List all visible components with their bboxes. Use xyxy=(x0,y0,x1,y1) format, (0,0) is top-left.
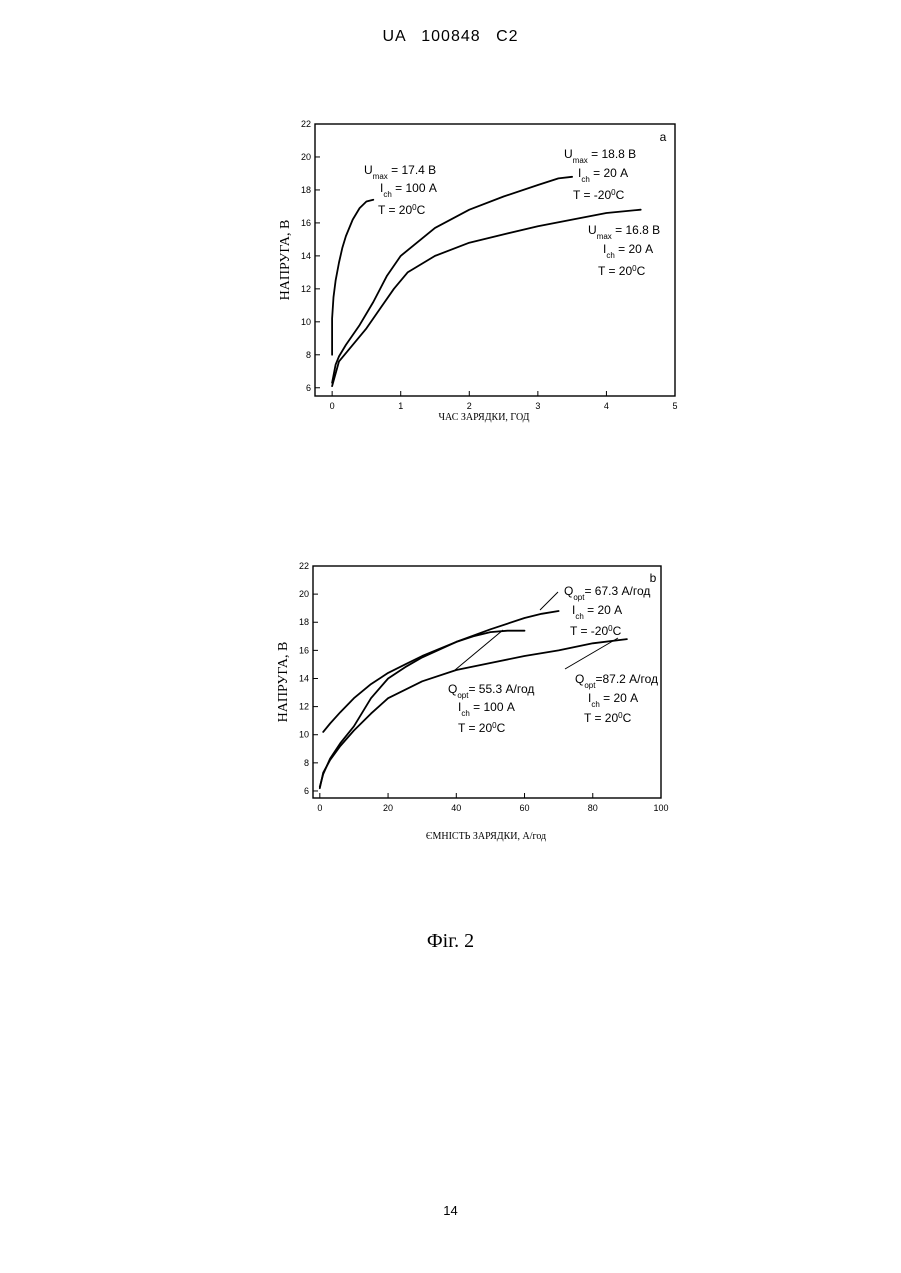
y-tick-label-1-1: 8 xyxy=(304,758,309,768)
y-axis-label-b: НАПРУГА, В xyxy=(276,642,291,723)
series-line-a2 xyxy=(332,177,572,383)
annotation-a1: Umax = 17.4 В Ich = 100 А T = 200C xyxy=(364,163,440,217)
y-tick-label-0-3: 12 xyxy=(301,284,311,294)
chart-b: 6 8 10 12 14 16 18 20 22 0 20 40 60 80 100 НАПРУГА, В… xyxy=(0,552,901,872)
y-tick-label-1-3: 12 xyxy=(299,702,309,712)
x-tick-label-0-3: 3 xyxy=(535,401,540,411)
y-tick-label-1-4: 14 xyxy=(299,673,309,683)
figure-caption: Фіг. 2 xyxy=(0,930,901,953)
x-tick-label-1-3: 60 xyxy=(520,803,530,813)
annotation-b1: Qopt= 67.3 А/год Ich = 20 А T = -200C xyxy=(564,584,654,638)
panel-letter-b: b xyxy=(650,571,657,585)
annotation-b3: Qopt=87.2 А/год Ich = 20 А T = 200C xyxy=(575,672,661,725)
page-number: 14 xyxy=(0,1203,901,1218)
annotation-b2: Qopt= 55.3 А/год Ich = 100 А T = 200C xyxy=(448,682,538,735)
x-tick-label-0-4: 4 xyxy=(604,401,609,411)
y-tick-label-1-5: 16 xyxy=(299,645,309,655)
x-tick-label-0-0: 0 xyxy=(330,401,335,411)
x-tick-label-1-5: 100 xyxy=(653,803,668,813)
x-axis-label-a: ЧАС ЗАРЯДКИ, ГОД xyxy=(438,412,529,423)
y-tick-label-0-2: 10 xyxy=(301,317,311,327)
x-axis-label-b: ЄМНІСТЬ ЗАРЯДКИ, А/год xyxy=(426,831,546,842)
y-tick-label-0-7: 20 xyxy=(301,152,311,162)
y-tick-label-0-4: 14 xyxy=(301,251,311,261)
y-tick-label-0-5: 16 xyxy=(301,218,311,228)
y-tick-label-1-8: 22 xyxy=(299,561,309,571)
leader-line-b2 xyxy=(455,630,503,670)
annotation-a3: Umax = 16.8 В Ich = 20 А T = 200C xyxy=(588,223,664,278)
leader-line-b3 xyxy=(565,638,618,669)
y-tick-label-1-6: 18 xyxy=(299,617,309,627)
series-line-b2 xyxy=(320,611,559,787)
y-tick-label-0-8: 22 xyxy=(301,119,311,129)
patent-header: UA 100848 C2 xyxy=(0,28,901,46)
y-tick-label-1-7: 20 xyxy=(299,589,309,599)
series-line-a1 xyxy=(332,200,373,355)
x-tick-label-0-5: 5 xyxy=(672,401,677,411)
panel-letter-a: a xyxy=(660,130,667,144)
annotation-a2: Umax = 18.8 В Ich = 20 А T = -200C xyxy=(564,147,640,202)
y-axis-label-a: НАПРУГА, В xyxy=(278,220,293,301)
x-tick-label-1-2: 40 xyxy=(451,803,461,813)
y-tick-label-0-0: 6 xyxy=(306,383,311,393)
x-tick-label-0-1: 1 xyxy=(398,401,403,411)
leader-line-b1 xyxy=(540,592,558,610)
y-tick-label-0-1: 8 xyxy=(306,350,311,360)
y-tick-label-1-2: 10 xyxy=(299,730,309,740)
y-tick-label-0-6: 18 xyxy=(301,185,311,195)
x-tick-label-1-0: 0 xyxy=(317,803,322,813)
x-tick-label-1-1: 20 xyxy=(383,803,393,813)
chart-a: 6810121416182022 012345 НАПРУГА, В ЧАС З… xyxy=(0,110,901,430)
y-tick-label-1-0: 6 xyxy=(304,786,309,796)
x-tick-label-1-4: 80 xyxy=(588,803,598,813)
x-tick-label-0-2: 2 xyxy=(467,401,472,411)
